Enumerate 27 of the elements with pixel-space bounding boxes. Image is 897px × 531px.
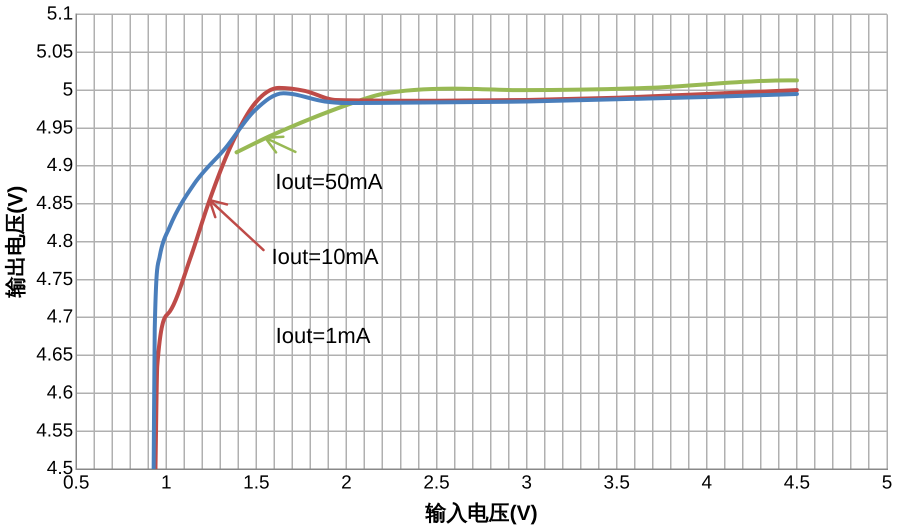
annotation: Iout=1mA — [276, 323, 371, 348]
x-tick-label: 4 — [702, 472, 713, 494]
x-tick-label: 4.5 — [784, 472, 810, 494]
y-tick-label: 4.7 — [46, 306, 74, 328]
y-tick-label: 4.65 — [36, 344, 74, 366]
x-tick-label: 1.5 — [243, 472, 270, 494]
x-tick-label: 5 — [882, 472, 892, 494]
line-series — [234, 78, 799, 154]
annotation: Iout=50mA — [275, 168, 383, 194]
x-tick-label: 2 — [341, 472, 352, 494]
y-axis-title: 输出电压(V) — [4, 186, 28, 299]
y-tick-label: 5.05 — [36, 42, 74, 63]
y-tick-label: 5.1 — [46, 4, 74, 25]
x-axis-title: 输入电压(V) — [424, 502, 538, 526]
x-tick-label: 2.5 — [423, 472, 450, 494]
y-tick-label: 4.6 — [46, 382, 74, 404]
y-tick-label: 4.85 — [36, 193, 74, 214]
annotation: Iout=10mA — [272, 244, 379, 270]
x-tick-label: 3.5 — [604, 472, 630, 494]
y-tick-label: 5 — [62, 79, 74, 100]
y-tick-label: 4.9 — [46, 155, 74, 176]
y-tick-label: 4.8 — [46, 230, 74, 252]
x-tick-label: 3 — [521, 472, 532, 494]
x-tick-label: 1 — [160, 472, 172, 494]
y-tick-label: 4.95 — [36, 117, 74, 138]
y-tick-label: 4.55 — [36, 420, 74, 442]
y-tick-label: 4.75 — [36, 268, 74, 290]
